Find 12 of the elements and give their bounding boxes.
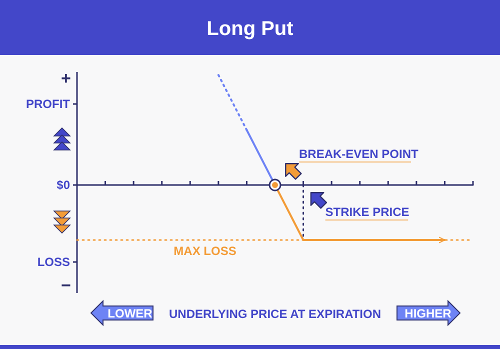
text: −: [61, 276, 72, 295]
text: LOSS: [37, 255, 70, 269]
text: HIGHER: [404, 306, 452, 320]
text: LOWER: [108, 306, 153, 320]
chart-title: Long Put: [206, 18, 294, 40]
text: +: [61, 69, 72, 88]
text: UNDERLYING PRICE AT EXPIRATION: [168, 307, 382, 321]
annotation: STRIKE PRICE: [325, 205, 410, 219]
text: PROFIT: [26, 97, 71, 111]
annotation: BREAK-EVEN POINT: [299, 147, 420, 161]
ref-line-label: MAX LOSS: [174, 244, 236, 258]
text: $0: [56, 178, 70, 192]
